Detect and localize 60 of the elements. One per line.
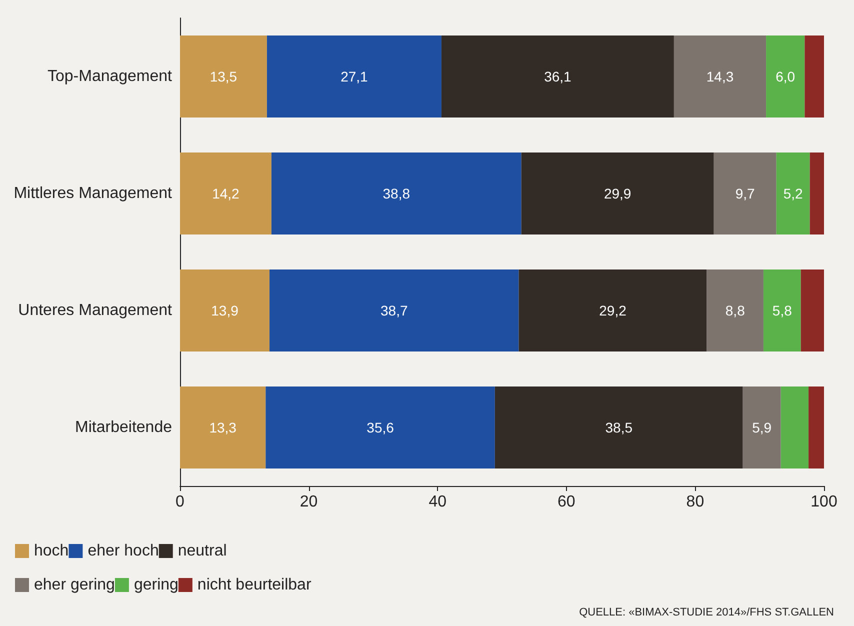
bar	[271, 152, 522, 234]
bar	[780, 386, 809, 468]
data-label: 5,8	[772, 302, 792, 318]
y-tick-label: Mittleres Management	[14, 185, 173, 202]
legend-label: hoch	[34, 542, 69, 560]
data-label: 9,7	[735, 186, 756, 202]
legend-label: eher gering	[34, 576, 115, 594]
x-tick-label: 0	[176, 494, 185, 510]
legend-label: nicht beurteilbar	[197, 576, 312, 594]
y-tick-label: Mitarbeitende	[75, 419, 172, 436]
bar	[800, 270, 824, 352]
legend-label: gering	[134, 576, 178, 594]
data-label: 27,1	[340, 68, 368, 84]
data-label: 8,8	[725, 302, 746, 318]
bar	[180, 152, 272, 234]
x-tick-label: 20	[300, 494, 318, 510]
data-label: 13,9	[211, 302, 239, 318]
bar	[776, 152, 810, 234]
bar	[766, 36, 805, 118]
bar	[494, 386, 743, 468]
data-label: 29,9	[604, 186, 632, 202]
x-tick-label: 60	[558, 494, 576, 510]
data-label: 13,3	[209, 420, 237, 436]
bar	[180, 386, 266, 468]
bar	[521, 152, 714, 234]
bar	[810, 152, 824, 234]
x-tick-label: 40	[428, 494, 447, 510]
data-label: 14,3	[706, 68, 734, 84]
bar	[180, 36, 267, 118]
bar	[270, 270, 519, 352]
source-note: QUELLE: «BIMAX-STUDIE 2014»/FHS ST.GALLEN	[579, 606, 834, 618]
data-label: 38,5	[605, 420, 633, 436]
data-label: 5,2	[783, 186, 804, 202]
data-label: 36,1	[544, 68, 572, 84]
data-label: 14,2	[212, 186, 240, 202]
y-tick-label: Top-Management	[47, 68, 173, 85]
data-label: 35,6	[366, 420, 394, 436]
bar	[763, 270, 801, 352]
bar	[742, 386, 781, 468]
data-label: 38,7	[380, 302, 408, 318]
bar	[266, 386, 495, 468]
y-tick-label: Unteres Management	[18, 302, 173, 319]
x-tick-label: 80	[686, 494, 704, 510]
bar	[441, 36, 674, 118]
data-label: 6,0	[776, 68, 796, 84]
data-label: 5,9	[752, 420, 772, 436]
bar	[674, 36, 766, 118]
data-label: 29,2	[599, 302, 627, 318]
legend-label: neutral	[178, 542, 227, 560]
x-tick-label: 100	[810, 494, 838, 510]
bar	[518, 270, 707, 352]
bar	[266, 36, 442, 118]
bar	[714, 152, 776, 234]
bar	[706, 270, 764, 352]
bar	[180, 270, 270, 352]
data-label: 13,5	[210, 68, 238, 84]
bar	[804, 36, 824, 118]
legend-label: eher hoch	[88, 542, 159, 560]
bar	[808, 386, 824, 468]
data-label: 38,8	[382, 186, 410, 202]
